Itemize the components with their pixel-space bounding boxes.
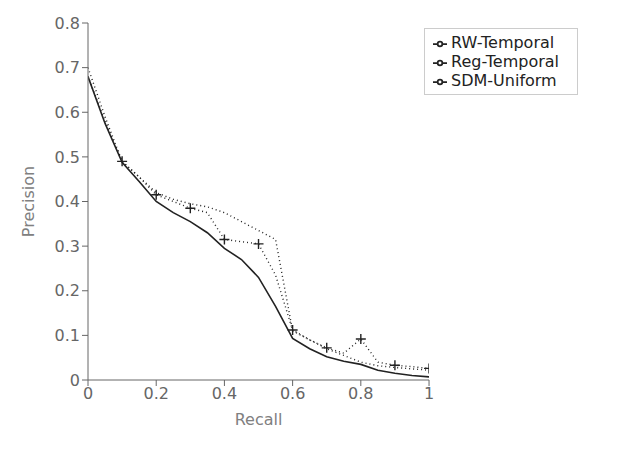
html-text:RW-Temporal: RW-Temporal [451, 33, 555, 52]
svg-text:0.2: 0.2 [55, 281, 80, 300]
svg-text:Precision: Precision [19, 166, 38, 237]
svg-text:0.7: 0.7 [55, 58, 80, 77]
svg-text:0: 0 [83, 384, 93, 403]
svg-text:0.1: 0.1 [55, 326, 80, 345]
html-text:Reg-Temporal: Reg-Temporal [451, 52, 559, 71]
svg-text:0.6: 0.6 [55, 103, 80, 122]
svg-text:0.4: 0.4 [55, 192, 80, 211]
svg-text:0.5: 0.5 [55, 148, 80, 167]
svg-text:0.6: 0.6 [280, 384, 305, 403]
svg-text:0.3: 0.3 [55, 237, 80, 256]
svg-text:0.2: 0.2 [143, 384, 168, 403]
svg-text:0: 0 [70, 371, 80, 390]
svg-text:1: 1 [424, 384, 434, 403]
html-text:SDM-Uniform: SDM-Uniform [451, 71, 557, 90]
svg-text:0.4: 0.4 [212, 384, 237, 403]
svg-text:Recall: Recall [235, 410, 283, 429]
svg-text:0.8: 0.8 [348, 384, 373, 403]
svg-text:0.8: 0.8 [55, 14, 80, 33]
